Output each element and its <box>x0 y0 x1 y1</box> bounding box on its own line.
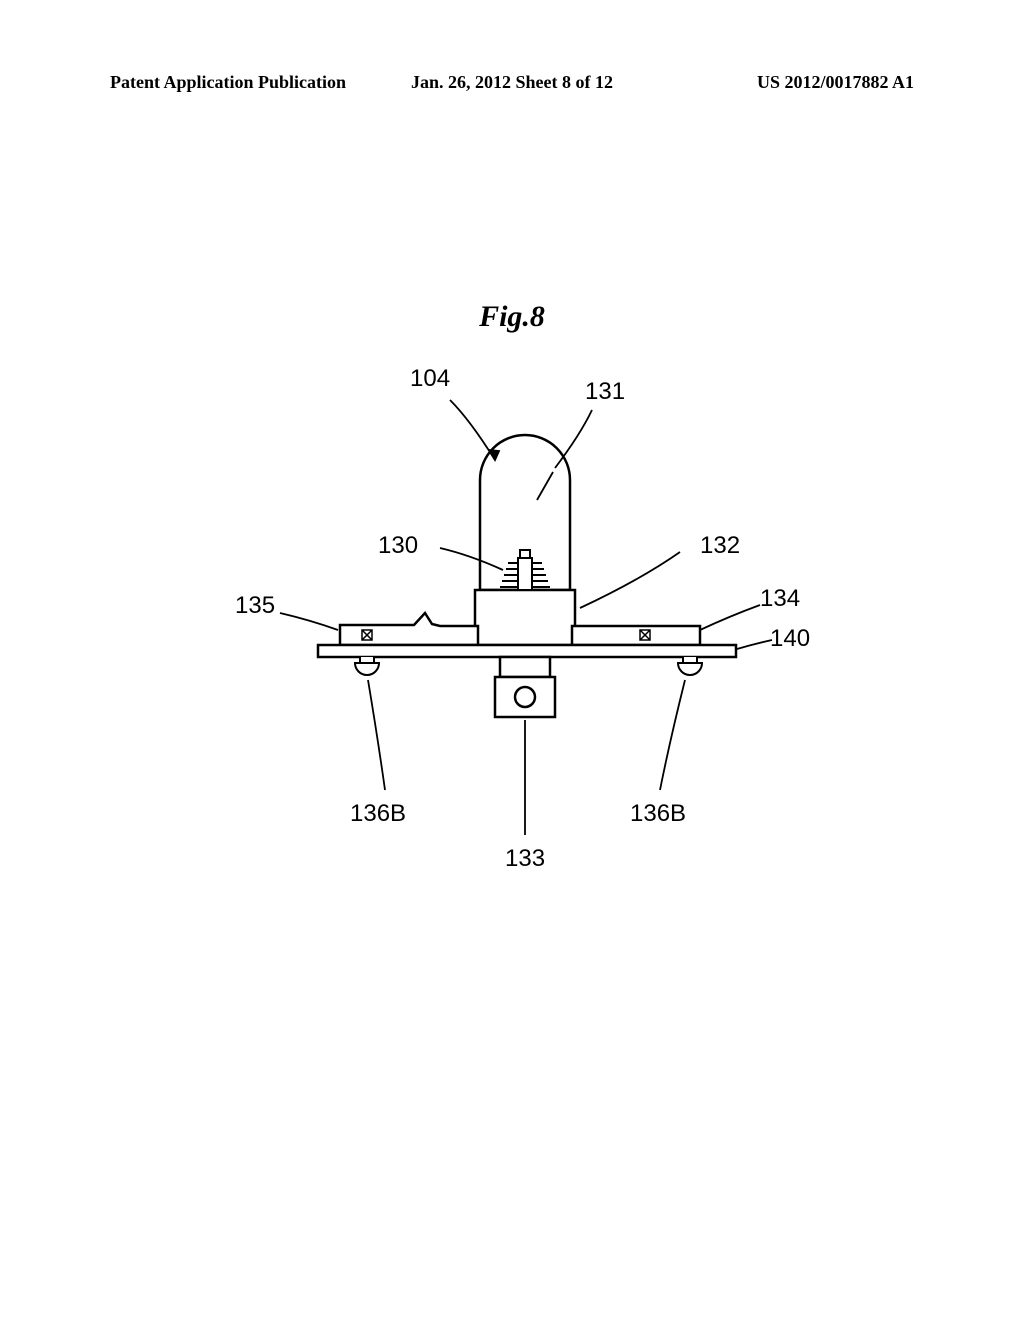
label-134: 134 <box>760 585 800 613</box>
label-132: 132 <box>700 532 740 560</box>
label-131: 131 <box>585 378 625 406</box>
header-center: Jan. 26, 2012 Sheet 8 of 12 <box>378 72 646 93</box>
figure-title: Fig.8 <box>479 300 545 334</box>
header-left: Patent Application Publication <box>110 72 378 93</box>
figure-diagram: 104 131 130 132 135 134 140 136B 136B 13… <box>140 360 880 900</box>
header-right: US 2012/0017882 A1 <box>646 72 914 93</box>
page-header: Patent Application Publication Jan. 26, … <box>0 72 1024 93</box>
label-140: 140 <box>770 625 810 653</box>
label-133: 133 <box>505 845 545 873</box>
label-130: 130 <box>378 532 418 560</box>
label-136b-left: 136B <box>350 800 406 828</box>
label-135: 135 <box>235 592 275 620</box>
label-104: 104 <box>410 365 450 393</box>
label-136b-right: 136B <box>630 800 686 828</box>
diagram-svg <box>140 360 880 900</box>
